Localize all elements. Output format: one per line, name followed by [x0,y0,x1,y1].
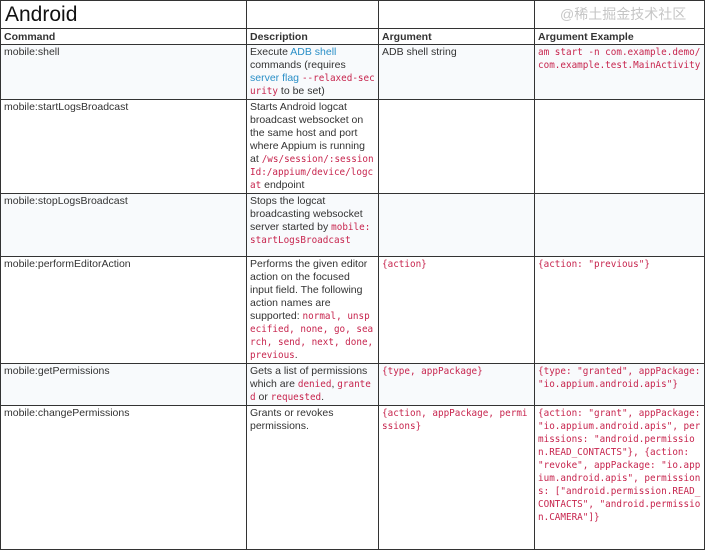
table-title: Android [0,0,247,29]
example-cell [534,193,705,257]
text: Performs the given editor action on the … [250,258,368,322]
text: ADB shell string [382,46,457,58]
argument-cell: {action} [378,256,535,364]
text: Execute [250,46,291,58]
table-row: mobile:getPermissions Gets a list of perm… [0,363,705,406]
text: . [321,391,325,403]
argument-cell: {type, appPackage} [378,363,535,406]
text: to be set) [278,85,325,97]
code-snippet: --relaxed-security [250,73,375,97]
example-cell [534,99,705,194]
command-cell: mobile:changePermissions [0,405,247,550]
code-snippet: {type, appPackage} [382,366,483,377]
header-description: Description [246,28,379,45]
code-snippet: mobile:startLogsBroadcast [250,222,371,246]
command-cell: mobile:stopLogsBroadcast [0,193,247,257]
text: . [294,349,298,361]
text: , [331,378,338,390]
command-cell: mobile:shell [0,44,247,100]
doc-link[interactable]: ADB shell [290,46,337,58]
text: Gets a list of permissions which are [250,365,368,390]
header-command: Command [0,28,247,45]
code-snippet: requested [270,392,322,403]
example-cell: {action: "grant", appPackage: "io.appium… [534,405,705,550]
code-snippet: normal, unspecified, none, go, search, s… [250,311,374,361]
code-snippet: {action} [382,259,427,270]
description-cell: Gets a list of permissions which are den… [246,363,379,406]
code-snippet: denied [297,379,332,390]
argument-cell [378,193,535,257]
description-cell: Execute ADB shell commands (requires ser… [246,44,379,100]
table-row: mobile:stopLogsBroadcast Stops the logcat… [0,193,705,257]
text: Starts Android logcat broadcast websocke… [250,101,365,165]
example-cell: {type: "granted", appPackage: "io.appium… [534,363,705,406]
header-row: Command Description Argument Argument Ex… [0,28,705,45]
argument-cell [378,99,535,194]
text: Stops the logcat broadcasting websocket … [250,195,363,233]
header-argument: Argument [378,28,535,45]
code-snippet: /ws/session/:sessionId:/appium/device/lo… [250,154,374,191]
table-row: mobile:startLogsBroadcast Starts Android … [0,99,705,194]
example-cell: am start -n com.example.demo/com.example… [534,44,705,100]
table-row: mobile:changePermissions Grants or revoke… [0,405,705,550]
example-cell: {action: "previous"} [534,256,705,364]
header-argument-example: Argument Example [534,28,705,45]
text: endpoint [261,179,305,191]
code-snippet: granted [250,379,371,403]
doc-link[interactable]: server flag [250,72,300,84]
description-cell: Stops the logcat broadcasting websocket … [246,193,379,257]
text: or [255,391,271,403]
text: Grants or revokes permissions. [250,407,334,432]
code-snippet: {type: "granted", appPackage: "io.appium… [538,366,701,390]
argument-cell: ADB shell string [378,44,535,100]
description-cell: Performs the given editor action on the … [246,256,379,364]
text: commands (requires [250,59,346,71]
command-cell: mobile:startLogsBroadcast [0,99,247,194]
code-snippet: {action, appPackage, permissions} [382,408,528,432]
table-row: mobile:shell Execute ADB shell commands (… [0,44,705,100]
description-cell: Starts Android logcat broadcast websocke… [246,99,379,194]
command-cell: mobile:performEditorAction [0,256,247,364]
command-cell: mobile:getPermissions [0,363,247,406]
watermark: @稀土掘金技术社区 [560,6,687,22]
description-cell: Grants or revokes permissions. [246,405,379,550]
table-row: mobile:performEditorAction Performs the g… [0,256,705,364]
code-snippet: {action: "previous"} [538,259,650,270]
code-snippet: am start -n com.example.demo/com.example… [538,47,701,71]
code-snippet: {action: "grant", appPackage: "io.appium… [538,408,701,523]
argument-cell: {action, appPackage, permissions} [378,405,535,550]
